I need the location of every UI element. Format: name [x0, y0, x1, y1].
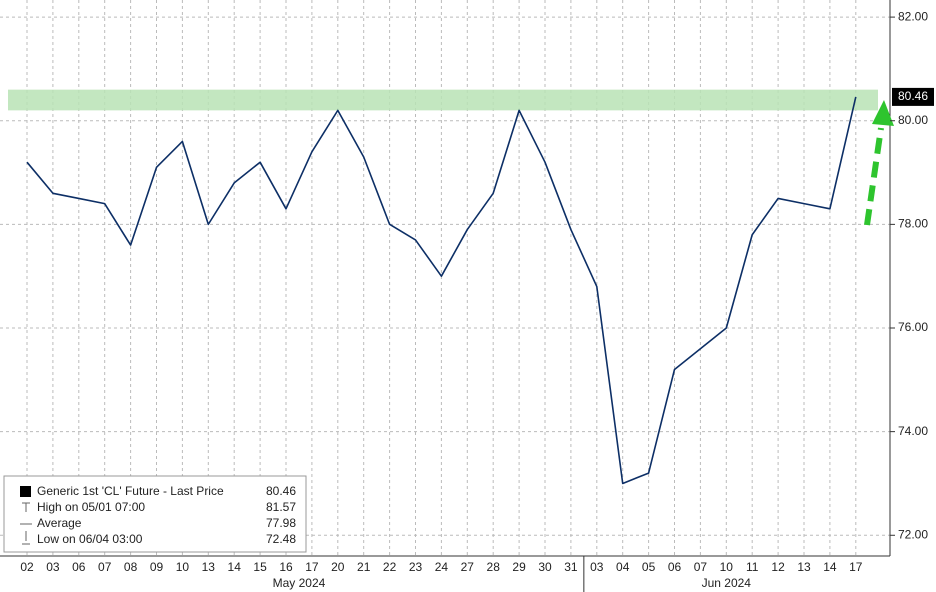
arrow-shaft [864, 127, 884, 226]
x-tick-label: 27 [461, 560, 475, 574]
legend-box [3, 475, 307, 553]
last-price-label: 80.46 [898, 89, 928, 103]
x-tick-label: 02 [20, 560, 34, 574]
x-tick-label: 09 [150, 560, 164, 574]
y-tick-label: 78.00 [898, 217, 928, 231]
x-tick-label: 03 [590, 560, 604, 574]
x-tick-label: 12 [771, 560, 785, 574]
x-tick-label: 17 [305, 560, 319, 574]
series-line [26, 96, 857, 485]
x-tick-label: 21 [357, 560, 371, 574]
x-group-label: May 2024 [273, 576, 326, 590]
x-tick-label: 06 [668, 560, 682, 574]
x-tick-label: 08 [124, 560, 138, 574]
x-tick-label: 07 [694, 560, 708, 574]
band-layer [8, 89, 878, 111]
x-tick-label: 13 [202, 560, 216, 574]
arrow-head [872, 100, 894, 126]
x-tick-label: 22 [383, 560, 397, 574]
last-price-tag [892, 87, 934, 106]
x-tick-label: 11 [746, 560, 759, 574]
y-tick-label: 76.00 [898, 320, 928, 334]
x-tick-label: 29 [512, 560, 526, 574]
highlight-band [8, 89, 878, 111]
stat-value: 81.57 [266, 500, 296, 514]
y-tick-label: 72.00 [898, 527, 928, 541]
x-tick-label: 24 [435, 560, 449, 574]
stat-value: 72.48 [266, 532, 296, 546]
legend-value: 80.46 [266, 484, 296, 498]
x-tick-label: 31 [564, 560, 578, 574]
x-tick-label: 28 [487, 560, 501, 574]
x-tick-label: 06 [72, 560, 86, 574]
x-tick-label: 15 [253, 560, 267, 574]
x-tick-label: 05 [642, 560, 656, 574]
x-tick-label: 20 [331, 560, 345, 574]
x-tick-label: 10 [720, 560, 734, 574]
axis-layer: 72.00 74.00 76.00 78.00 80.00 82.00 02 03 06 07 08… [20, 9, 934, 592]
y-tick-label: 80.00 [898, 113, 928, 127]
x-tick-label: 23 [409, 560, 423, 574]
stat-label: Average [37, 516, 82, 530]
y-tick-label: 74.00 [898, 424, 928, 438]
y-tick-label: 82.00 [898, 9, 928, 23]
x-tick-label: 10 [176, 560, 190, 574]
x-group-label: Jun 2024 [702, 576, 752, 590]
x-tick-label: 30 [538, 560, 552, 574]
x-tick-label: 13 [797, 560, 811, 574]
legend: Generic 1st 'CL' Future - Last Price 80.… [3, 475, 307, 553]
x-tick-label: 04 [616, 560, 630, 574]
legend-label: Generic 1st 'CL' Future - Last Price [37, 484, 224, 498]
x-tick-label: 07 [98, 560, 112, 574]
stat-label: Low on 06/04 03:00 [37, 532, 143, 546]
x-tick-label: 14 [823, 560, 837, 574]
legend-icons [20, 502, 32, 545]
line-layer [26, 96, 857, 485]
legend-swatch [20, 486, 31, 497]
x-tick-label: 14 [228, 560, 242, 574]
stat-value: 77.98 [266, 516, 296, 530]
stat-label: High on 05/01 07:00 [37, 500, 145, 514]
x-tick-label: 16 [279, 560, 293, 574]
x-tick-label: 03 [46, 560, 60, 574]
arrow-annotation [864, 100, 894, 226]
x-tick-label: 17 [849, 560, 863, 574]
